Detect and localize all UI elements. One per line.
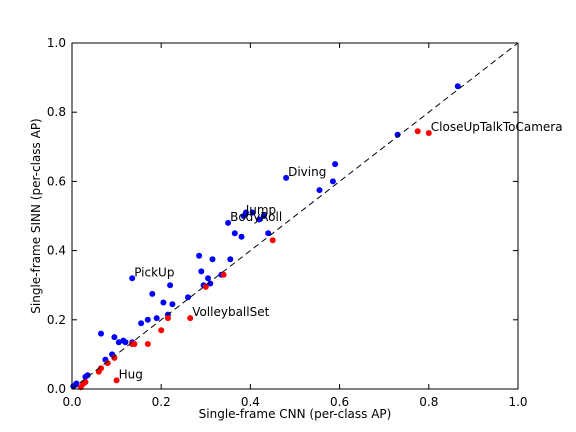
scatter-point-series0-42 (332, 161, 339, 168)
scatter-point-series1-12 (164, 315, 171, 322)
scatter-point-series0-39 (283, 174, 290, 181)
scatter-point-series0-45 (129, 275, 136, 282)
x-tick-label-2: 0.4 (241, 395, 260, 409)
scatter-point-series0-22 (196, 252, 203, 259)
scatter-point-series0-11 (122, 339, 129, 346)
scatter-point-series0-16 (153, 315, 160, 322)
plot-frame (71, 42, 519, 390)
scatter-point-series0-25 (205, 275, 211, 282)
y-tick-label-0: 0.0 (47, 382, 66, 396)
reference-diagonal-line (71, 42, 519, 390)
scatter-point-series0-38 (265, 230, 272, 237)
y-axis-label: Single-frame SINN (per-class AP) (29, 118, 43, 313)
x-axis-label: Single-frame CNN (per-class AP) (199, 407, 392, 421)
y-tick-label-2: 0.4 (47, 244, 66, 258)
annotation-label-1: Diving (288, 165, 326, 179)
scatter-point-series0-37 (260, 213, 267, 219)
scatter-point-series0-21 (185, 294, 191, 301)
scatter-point-series0-26 (207, 280, 214, 287)
scatter-point-series0-40 (316, 187, 323, 194)
scatter-point-series0-44 (454, 83, 461, 90)
scatter-point-series1-15 (220, 271, 227, 278)
scatter-point-series0-14 (144, 316, 151, 323)
annotation-label-5: VolleyballSet (192, 305, 269, 319)
scatter-point-series0-30 (227, 256, 234, 263)
scatter-point-series0-20 (169, 301, 176, 308)
scatter-point-series1-11 (158, 327, 165, 334)
x-tick-label-0: 0.0 (62, 395, 81, 409)
x-tick-label-1: 0.2 (152, 395, 171, 409)
y-tick-label-4: 0.8 (47, 105, 66, 119)
annotation-label-3: BodyRoll (230, 210, 282, 224)
x-tick-label-4: 0.8 (419, 395, 438, 409)
scatter-point-series1-6 (111, 354, 118, 361)
scatter-point-series0-27 (209, 256, 216, 263)
y-tick-label-3: 0.6 (47, 174, 66, 188)
scatter-point-series0-17 (160, 299, 167, 306)
scatter-point-series0-15 (149, 290, 156, 297)
scatter-point-series0-43 (394, 131, 401, 138)
scatter-point-series0-19 (167, 282, 174, 289)
axis-ticks: 0.0 0.2 0.4 0.6 0.8 1.0 0.0 0.2 0.4 0.6 0.8 1.0 (47, 36, 528, 409)
scatter-point-series0-13 (138, 320, 145, 327)
scatter-point-series0-36 (256, 216, 263, 223)
scatter-point-series0-5 (98, 330, 104, 337)
annotation-label-0: CloseUpTalkToCamera (431, 120, 563, 134)
y-tick-label-5: 1.0 (47, 36, 66, 50)
points-layer (70, 83, 461, 391)
scatter-point-series0-8 (111, 334, 118, 341)
scatter-point-series0-23 (198, 268, 205, 275)
scatter-point-series0-29 (225, 219, 232, 226)
annotation-label-6: Hug (119, 367, 143, 381)
annotation-label-4: PickUp (134, 265, 174, 279)
scatter-point-series1-4 (98, 365, 104, 372)
scatter-point-series1-18 (425, 130, 432, 136)
scatter-point-series0-32 (238, 233, 245, 240)
scatter-point-series0-9 (115, 339, 122, 346)
scatter-point-series0-35 (249, 209, 256, 216)
scatter-point-series1-14 (202, 283, 209, 290)
x-tick-label-5: 1.0 (508, 395, 527, 409)
scatter-point-series0-41 (329, 178, 336, 185)
scatter-point-series1-9 (131, 341, 138, 347)
y-tick-label-1: 0.2 (47, 313, 66, 327)
scatter-point-series1-2 (82, 379, 89, 386)
scatter-point-series0-31 (231, 230, 238, 237)
scatter-point-series0-34 (242, 209, 249, 216)
scatter-point-series0-2 (73, 380, 80, 387)
scatter-point-series0-4 (84, 372, 91, 379)
annotation-label-2: Jump (245, 203, 276, 217)
scatter-point-series1-17 (414, 128, 421, 135)
scatter-point-series1-10 (144, 341, 151, 347)
scatter-point-series1-7 (113, 377, 120, 384)
scatter-point-series1-13 (187, 315, 194, 322)
scatter-point-series1-5 (104, 360, 111, 367)
x-tick-label-3: 0.6 (330, 395, 349, 409)
scatter-point-series1-16 (269, 237, 276, 244)
